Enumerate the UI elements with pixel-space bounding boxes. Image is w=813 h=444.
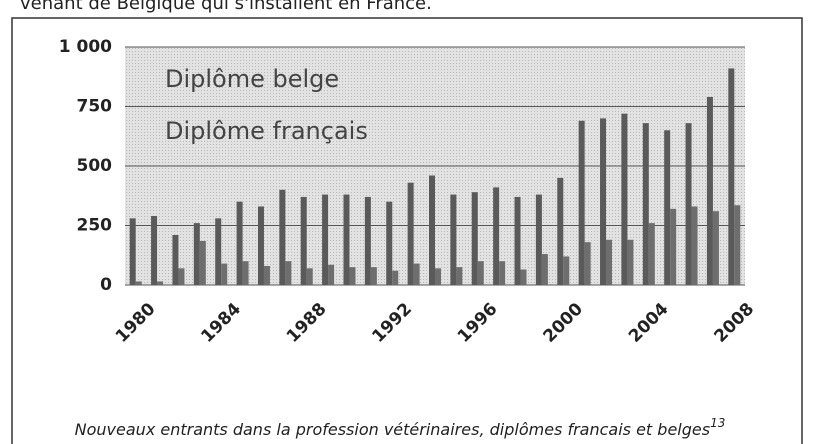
- x-tick-label: 2000: [539, 299, 587, 347]
- header-text: venant de Belgique qui s'installent en F…: [20, 0, 432, 14]
- bar: [135, 281, 142, 285]
- bar: [706, 96, 713, 285]
- bar: [129, 218, 136, 285]
- y-tick-label: 500: [77, 156, 113, 176]
- bar: [648, 223, 655, 285]
- bar: [413, 263, 420, 285]
- frame: [11, 17, 803, 444]
- bar: [578, 120, 585, 285]
- bar: [642, 123, 649, 285]
- y-tick-label: 1 000: [59, 37, 112, 57]
- bar: [627, 239, 634, 285]
- bar: [157, 281, 164, 285]
- bar: [236, 201, 243, 285]
- bar: [328, 264, 335, 285]
- bar: [535, 194, 542, 285]
- bar: [520, 269, 527, 285]
- bar: [691, 206, 698, 285]
- x-tick-label: 1984: [197, 299, 245, 347]
- bar: [499, 261, 506, 285]
- bar: [300, 196, 307, 285]
- y-tick-label: 250: [77, 216, 113, 236]
- bar: [493, 187, 500, 285]
- bar: [600, 118, 607, 286]
- bar: [306, 268, 313, 285]
- bar: [471, 192, 478, 285]
- bar: [435, 268, 441, 285]
- bar: [407, 182, 414, 285]
- bar: [621, 113, 628, 285]
- y-tick-label: 750: [77, 97, 113, 117]
- bar: [151, 215, 158, 285]
- bar: [514, 196, 521, 285]
- bar: [541, 254, 548, 285]
- bar: [322, 194, 329, 285]
- x-tick-label: 1988: [283, 299, 331, 347]
- bar: [557, 177, 564, 285]
- bar: [664, 130, 671, 285]
- legend-label: Diplôme belge: [165, 65, 339, 93]
- bar: [477, 261, 484, 285]
- bar: [178, 268, 185, 285]
- caption-text: Nouveaux entrants dans la profession vét…: [75, 420, 710, 439]
- bar: [343, 194, 350, 285]
- bar: [242, 261, 249, 285]
- caption: Nouveaux entrants dans la profession vét…: [75, 416, 726, 439]
- x-tick-label: 2004: [625, 299, 673, 347]
- bar: [370, 267, 377, 285]
- bar: [285, 261, 292, 285]
- bar: [221, 263, 228, 285]
- bar: [563, 256, 570, 285]
- x-tick-label: 2008: [711, 299, 759, 347]
- legend-label: Diplôme français: [165, 117, 368, 145]
- bar: [392, 270, 399, 285]
- bar: [670, 208, 677, 285]
- x-tick-label: 1996: [454, 299, 502, 347]
- bar: [685, 123, 692, 285]
- bar: [364, 196, 371, 285]
- bar: [199, 240, 206, 285]
- x-tick-label: 1992: [368, 299, 416, 347]
- bar: [386, 201, 393, 285]
- bar: [584, 242, 591, 285]
- bar: [257, 206, 264, 285]
- bar: [215, 218, 222, 285]
- bar: [606, 239, 613, 285]
- bar: [429, 175, 435, 285]
- bar: [450, 194, 457, 285]
- caption-note: 13: [710, 416, 725, 430]
- bar: [263, 265, 270, 285]
- y-tick-label: 0: [100, 275, 112, 295]
- bar: [712, 211, 719, 285]
- bar: [172, 235, 179, 285]
- x-tick-label: 1980: [112, 299, 160, 347]
- bar: [734, 205, 741, 285]
- bar: [456, 267, 463, 285]
- bar: [193, 223, 200, 285]
- bar: [349, 267, 356, 285]
- bar: [728, 68, 735, 285]
- bar: [279, 189, 286, 285]
